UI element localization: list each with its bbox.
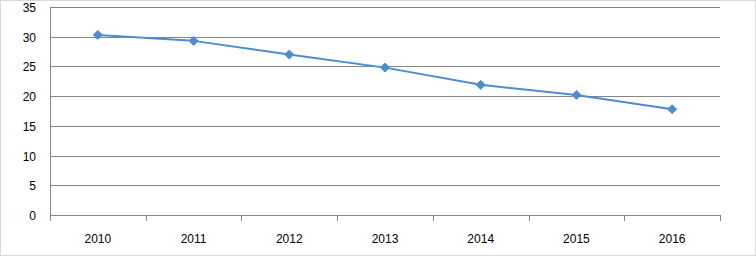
data-marker xyxy=(572,90,581,99)
grid-line xyxy=(50,185,720,186)
x-tick-mark xyxy=(529,215,530,221)
data-line xyxy=(98,35,672,109)
x-tick-mark xyxy=(241,215,242,221)
plot-data xyxy=(93,30,676,113)
x-tick-label: 2015 xyxy=(563,232,590,246)
y-axis-line xyxy=(50,7,51,215)
y-tick-label: 35 xyxy=(23,1,37,15)
data-marker xyxy=(668,105,677,114)
y-tick-label: 30 xyxy=(23,31,37,45)
grid-line xyxy=(50,156,720,157)
grid-line xyxy=(50,96,720,97)
chart-container: 0 5 10 15 20 25 30 35 2010 2011 2012 2013 2014 2015 20… xyxy=(0,0,756,267)
data-marker xyxy=(476,80,485,89)
x-tick-mark xyxy=(433,215,434,221)
x-tick-mark xyxy=(50,215,51,221)
y-tick-label: 15 xyxy=(23,120,37,134)
x-tick-label: 2013 xyxy=(372,232,399,246)
y-tick-label: 20 xyxy=(23,90,37,104)
grid-line xyxy=(50,126,720,127)
grid-line xyxy=(50,7,720,8)
x-tick-mark xyxy=(146,215,147,221)
x-tick-mark xyxy=(337,215,338,221)
x-axis-line xyxy=(50,215,720,216)
data-marker xyxy=(189,36,198,45)
x-tick-mark xyxy=(720,215,721,221)
x-tick-label: 2011 xyxy=(181,232,207,246)
x-tick-label: 2010 xyxy=(85,232,112,246)
data-marker xyxy=(93,30,102,39)
y-tick-label: 5 xyxy=(29,179,36,193)
x-tick-label: 2014 xyxy=(467,232,494,246)
chart-svg: 0 5 10 15 20 25 30 35 2010 2011 2012 2013 2014 2015 20… xyxy=(0,0,756,267)
x-tick-label: 2012 xyxy=(276,232,303,246)
y-tick-label: 0 xyxy=(29,209,36,223)
data-marker xyxy=(285,50,294,59)
y-tick-label: 10 xyxy=(23,150,37,164)
x-tick-label: 2016 xyxy=(659,232,686,246)
x-tick-mark xyxy=(624,215,625,221)
data-marker xyxy=(381,63,390,72)
chart-frame xyxy=(1,1,756,256)
y-tick-label: 25 xyxy=(23,60,37,74)
